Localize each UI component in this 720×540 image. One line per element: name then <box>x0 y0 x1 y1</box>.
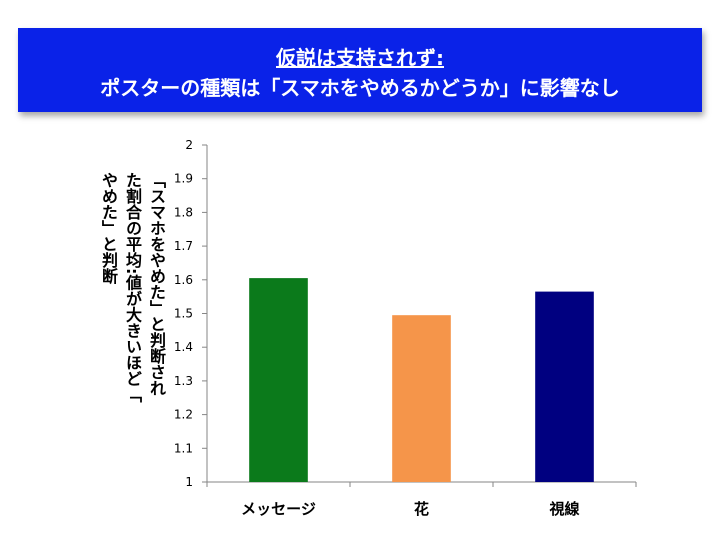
bar <box>392 315 451 482</box>
y-axis-label: 「スマホをやめた」と判断され た割合の平均:値が大きいほど「 やめた」と判断 <box>99 172 166 403</box>
x-category-label: 視線 <box>548 500 579 518</box>
bar <box>535 291 594 482</box>
y-tick-label: 1 <box>185 475 193 489</box>
title-line-2: ポスターの種類は「スマホをやめるかどうか」に影響なし <box>100 76 620 100</box>
y-tick-label: 1.4 <box>174 340 193 354</box>
title-line-1: 仮説は支持されず <box>276 46 436 70</box>
title-banner: 仮説は支持されず: ポスターの種類は「スマホをやめるかどうか」に影響なし <box>18 28 702 112</box>
y-tick-label: 1.3 <box>174 374 193 388</box>
y-tick-label: 1.7 <box>174 239 193 253</box>
y-tick-label: 1.1 <box>174 441 193 455</box>
x-category-label: メッセージ <box>241 500 316 518</box>
y-tick-label: 1.9 <box>174 172 193 186</box>
y-tick-label: 1.6 <box>174 273 193 287</box>
y-tick-label: 1.2 <box>174 408 193 422</box>
title-colon: : <box>436 46 444 70</box>
y-tick-label: 2 <box>185 138 193 152</box>
x-category-label: 花 <box>414 500 429 518</box>
bar <box>249 278 308 482</box>
y-tick-label: 1.8 <box>174 205 193 219</box>
y-tick-label: 1.5 <box>174 307 193 321</box>
